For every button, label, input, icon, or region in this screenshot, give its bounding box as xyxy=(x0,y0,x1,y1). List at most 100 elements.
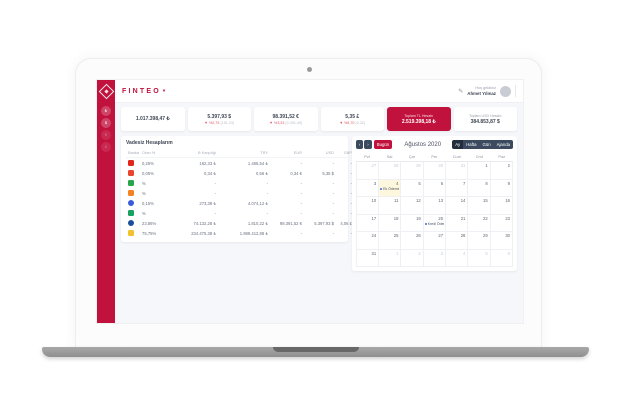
calendar-day[interactable]: 27 xyxy=(423,232,447,250)
calendar-day[interactable]: 8 xyxy=(468,179,491,197)
table-row[interactable]: %----- xyxy=(126,178,354,188)
table-cell: - xyxy=(332,200,334,206)
sidebar-item-gbp-accounts[interactable]: £ xyxy=(101,142,111,152)
stat-total-usd-account[interactable]: Toplam USD Hesabı 384.853,87 $ xyxy=(453,107,517,131)
day-number: 21 xyxy=(460,215,466,221)
sidebar-item-usd-accounts[interactable]: $ xyxy=(101,118,111,128)
calendar-day[interactable]: 5 xyxy=(468,249,491,267)
calendar-day[interactable]: 19 xyxy=(401,214,424,232)
calendar-day[interactable]: 24 xyxy=(356,232,380,250)
calendar-day[interactable]: 31 xyxy=(446,162,469,180)
calendar-day[interactable]: 29 xyxy=(401,162,424,180)
calendar-day[interactable]: 7 xyxy=(446,179,469,197)
table-cell: 0,05% xyxy=(142,170,154,176)
table-cell: % xyxy=(142,210,146,216)
calendar-day[interactable]: 30 xyxy=(490,232,513,250)
stat-usd[interactable]: 5.397,93 $ ▼ %2,75 (151,23) xyxy=(187,107,251,131)
stat-value: 2.519.398,18 ₺ xyxy=(401,118,436,125)
calendar-day[interactable]: 17 xyxy=(356,214,380,232)
calendar-day[interactable]: 27 xyxy=(356,162,380,180)
calendar-day[interactable]: 13 xyxy=(423,197,447,215)
table-row[interactable]: %----- xyxy=(126,188,354,198)
table-cell: - xyxy=(336,198,354,208)
calendar-day[interactable]: 15 xyxy=(468,197,491,215)
weekday-label: Pzt xyxy=(364,154,370,159)
calendar-today-button[interactable]: Bugün xyxy=(373,140,393,149)
calendar-day[interactable]: 1 xyxy=(468,162,491,180)
stat-total-tl[interactable]: 1.017.398,47 ₺ xyxy=(121,107,185,131)
calendar-day[interactable]: 2 xyxy=(490,162,513,180)
edit-icon[interactable]: ✎ xyxy=(458,88,464,95)
day-number: 2 xyxy=(418,250,421,256)
calendar-day[interactable]: 9 xyxy=(490,179,513,197)
calendar-day-today[interactable]: 4Ek Ödeme Günü xyxy=(379,179,402,197)
divider xyxy=(515,85,516,97)
calendar-day[interactable]: 23 xyxy=(490,214,513,232)
table-cell: % xyxy=(142,180,146,186)
calendar-day[interactable]: 3 xyxy=(423,249,447,267)
table-row[interactable]: 0,05% 0,34 ₺ 0,56 ₺ 0,34 € 5,35 $- xyxy=(126,168,354,178)
calendar-day[interactable]: 11 xyxy=(379,197,402,215)
calendar-event[interactable]: Kredi Ödemesi xyxy=(424,222,444,226)
calendar-day[interactable]: 30 xyxy=(423,162,447,180)
stat-gbp[interactable]: 5,35 £ ▼ %5,70 (0,32) xyxy=(320,107,384,131)
calendar-day[interactable]: 3 xyxy=(356,179,380,197)
day-number: 5 xyxy=(485,250,488,256)
calendar-day[interactable]: 16 xyxy=(490,197,513,215)
table-row[interactable]: %----- xyxy=(126,208,354,218)
table-cell: 0,56 ₺ xyxy=(256,170,268,176)
day-number: 23 xyxy=(505,215,510,221)
day-number: 14 xyxy=(460,198,466,203)
stat-eur[interactable]: 98.391,52 € ▼ %3,33 (3.391,40) xyxy=(254,107,318,131)
calendar-day[interactable]: 28 xyxy=(379,162,402,180)
day-number: 24 xyxy=(371,233,377,238)
calendar-day[interactable]: 10 xyxy=(356,197,380,215)
calendar-day[interactable]: 5 xyxy=(401,179,424,197)
sidebar-item-tl-accounts[interactable]: ₺ xyxy=(101,106,111,116)
table-row[interactable]: 0,25%162,33 ₺1.486,54 ₺--- xyxy=(126,158,354,169)
calendar-day[interactable]: 4 xyxy=(446,249,469,267)
avatar[interactable] xyxy=(500,85,511,97)
table-row[interactable]: 23,86% 74.132,28 ₺ 1.810,22 ₺ 98.391,52 € 5.… xyxy=(126,218,354,228)
stat-total-tl-account[interactable]: Toplam TL Hesabı 2.519.398,18 ₺ xyxy=(387,107,451,131)
calendar-day[interactable]: 29 xyxy=(468,232,491,250)
calendar-day[interactable]: 22 xyxy=(468,214,491,232)
day-number: 10 xyxy=(371,198,377,203)
calendar-day[interactable]: 25 xyxy=(379,232,402,250)
day-number: 30 xyxy=(438,163,444,168)
day-number: 15 xyxy=(483,198,488,203)
brand-logo[interactable]: FINTEO ▾ xyxy=(122,88,165,95)
day-number: 22 xyxy=(483,215,488,221)
calendar-view-hafta[interactable]: Hafta xyxy=(463,140,480,149)
calendar-event[interactable]: Ek Ödeme Günü xyxy=(380,187,399,191)
calendar-day[interactable]: 6 xyxy=(490,249,513,267)
table-row[interactable]: 75,75%234.475,38 ₺1.989.412,88 ₺--- xyxy=(126,228,354,238)
calendar-view-gün[interactable]: Gün xyxy=(479,140,494,149)
calendar-day[interactable]: 6 xyxy=(423,179,447,197)
calendar-day[interactable]: 31 xyxy=(356,249,380,267)
calendar-view-ay[interactable]: Ay xyxy=(452,140,464,149)
calendar-day[interactable]: 21 xyxy=(446,214,469,232)
calendar-day[interactable]: 14 xyxy=(446,197,469,215)
calendar-day[interactable]: 12 xyxy=(401,197,424,215)
day-number: 29 xyxy=(483,233,488,238)
brand-diamond-icon[interactable] xyxy=(98,83,114,100)
calendar-next-button[interactable]: › xyxy=(364,140,372,149)
day-number: 4 xyxy=(463,250,466,256)
calendar-view-ajanda[interactable]: Ajanda xyxy=(493,140,513,149)
table-row[interactable]: 0,15%273,38 ₺4.074,12 ₺--- xyxy=(126,198,354,208)
calendar-day[interactable]: 18 xyxy=(379,214,402,232)
calendar-prev-button[interactable]: ‹ xyxy=(355,140,364,149)
day-number: 1 xyxy=(485,163,488,168)
table-cell: % xyxy=(142,190,146,196)
calendar-day[interactable]: 28 xyxy=(446,232,469,250)
accounts-table: Banka Oran % ₺ Karşılığı TRY EUR USD GBP 0,25%… xyxy=(126,149,354,238)
calendar-day[interactable]: 2 xyxy=(401,249,424,267)
sidebar-item-eur-accounts[interactable]: € xyxy=(101,130,111,140)
calendar-day[interactable]: 26 xyxy=(401,232,424,250)
day-number: 27 xyxy=(438,233,444,238)
table-cell: 0,34 € xyxy=(290,170,302,176)
calendar-day[interactable]: 1 xyxy=(379,249,402,267)
